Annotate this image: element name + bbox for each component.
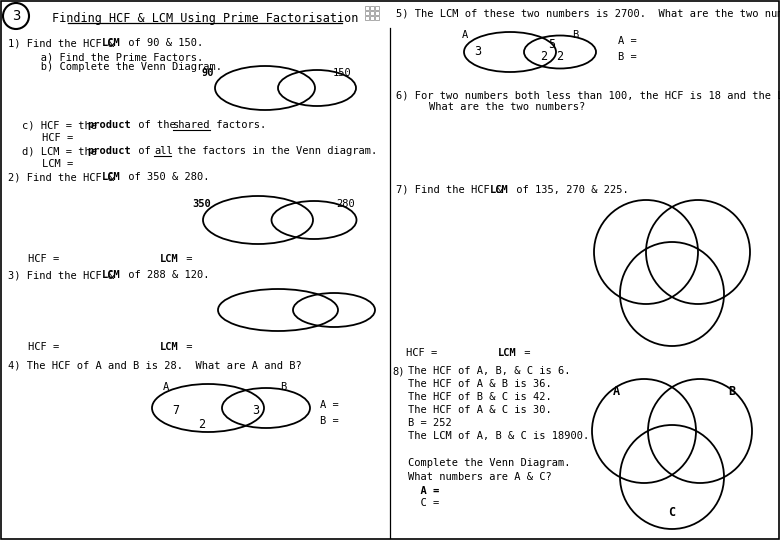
Bar: [365, 6, 369, 10]
Text: 3) Find the HCF &: 3) Find the HCF &: [8, 270, 120, 280]
Text: 3: 3: [12, 9, 20, 23]
Text: C =: C =: [408, 498, 439, 508]
Text: factors.: factors.: [210, 120, 266, 130]
Bar: [370, 16, 374, 20]
Text: of the: of the: [132, 120, 182, 130]
Text: What are the two numbers?: What are the two numbers?: [404, 102, 585, 112]
Bar: [375, 11, 379, 15]
Text: Finding HCF & LCM Using Prime Factorisation: Finding HCF & LCM Using Prime Factorisat…: [51, 12, 358, 25]
Text: shared: shared: [173, 120, 211, 130]
Text: A: A: [613, 385, 620, 398]
Text: of 90 & 150.: of 90 & 150.: [122, 38, 204, 48]
Text: B: B: [280, 382, 286, 392]
Text: Complete the Venn Diagram.: Complete the Venn Diagram.: [408, 458, 570, 468]
Text: 2: 2: [556, 50, 563, 63]
Text: LCM: LCM: [160, 254, 179, 264]
Text: =: =: [180, 254, 193, 264]
Text: C: C: [668, 506, 675, 519]
Text: a) Find the Prime Factors.: a) Find the Prime Factors.: [22, 52, 204, 62]
Text: LCM: LCM: [490, 185, 509, 195]
Text: b) Complete the Venn Diagram.: b) Complete the Venn Diagram.: [22, 62, 222, 72]
Text: LCM: LCM: [102, 172, 121, 182]
Text: 3: 3: [252, 404, 259, 417]
Text: B = 252: B = 252: [408, 418, 452, 428]
Text: 150: 150: [333, 68, 352, 78]
Text: B =: B =: [618, 52, 636, 62]
Text: 2) Find the HCF &: 2) Find the HCF &: [8, 172, 120, 182]
Text: 2: 2: [540, 50, 547, 63]
Text: of 288 & 120.: of 288 & 120.: [122, 270, 210, 280]
Text: B =: B =: [320, 416, 339, 426]
Text: product: product: [87, 146, 131, 156]
Text: HCF =: HCF =: [28, 254, 59, 264]
Bar: [370, 6, 374, 10]
Text: of: of: [132, 146, 157, 156]
Text: A =: A =: [408, 486, 439, 496]
Text: 1) Find the HCF &: 1) Find the HCF &: [8, 38, 120, 48]
Text: 350: 350: [192, 199, 211, 209]
Text: The HCF of A & C is 30.: The HCF of A & C is 30.: [408, 405, 551, 415]
Text: The HCF of B & C is 42.: The HCF of B & C is 42.: [408, 392, 551, 402]
Text: LCM: LCM: [102, 270, 121, 280]
Text: HCF =: HCF =: [406, 348, 438, 358]
Text: 280: 280: [336, 199, 355, 209]
Bar: [370, 11, 374, 15]
Text: the factors in the Venn diagram.: the factors in the Venn diagram.: [171, 146, 378, 156]
Text: A: A: [462, 30, 468, 40]
Text: 6) For two numbers both less than 100, the HCF is 18 and the LCM is 270.: 6) For two numbers both less than 100, t…: [396, 90, 780, 100]
Text: 7: 7: [172, 404, 179, 417]
Text: 7) Find the HCF &: 7) Find the HCF &: [396, 185, 509, 195]
Text: =: =: [180, 342, 193, 352]
Text: A =: A =: [618, 36, 636, 46]
Text: The HCF of A, B, & C is 6.: The HCF of A, B, & C is 6.: [408, 366, 570, 376]
Text: =: =: [518, 348, 530, 358]
Text: A =: A =: [320, 400, 339, 410]
Text: of 350 & 280.: of 350 & 280.: [122, 172, 210, 182]
Text: The HCF of A & B is 36.: The HCF of A & B is 36.: [408, 379, 551, 389]
Text: LCM: LCM: [102, 38, 121, 48]
Bar: [365, 16, 369, 20]
Bar: [375, 16, 379, 20]
Text: 90: 90: [202, 68, 215, 78]
Text: 8): 8): [392, 366, 405, 376]
Text: HCF =: HCF =: [28, 342, 59, 352]
Bar: [365, 11, 369, 15]
Text: LCM: LCM: [160, 342, 179, 352]
Text: 4) The HCF of A and B is 28.  What are A and B?: 4) The HCF of A and B is 28. What are A …: [8, 360, 302, 370]
Text: c) HCF = the: c) HCF = the: [22, 120, 103, 130]
Text: 3: 3: [474, 45, 481, 58]
Text: HCF =: HCF =: [42, 133, 73, 143]
Text: LCM: LCM: [498, 348, 516, 358]
Text: LCM =: LCM =: [42, 159, 73, 169]
Text: B: B: [572, 30, 578, 40]
Text: 2: 2: [198, 418, 205, 431]
Text: d) LCM = the: d) LCM = the: [22, 146, 103, 156]
Text: of 135, 270 & 225.: of 135, 270 & 225.: [510, 185, 629, 195]
Text: 5: 5: [548, 38, 555, 51]
Text: A: A: [163, 382, 169, 392]
Text: 5) The LCM of these two numbers is 2700.  What are the two numbers?: 5) The LCM of these two numbers is 2700.…: [396, 8, 780, 18]
Text: The LCM of A, B & C is 18900.: The LCM of A, B & C is 18900.: [408, 431, 589, 441]
Bar: [375, 6, 379, 10]
Text: all: all: [154, 146, 172, 156]
Text: What numbers are A & C?: What numbers are A & C?: [408, 472, 551, 482]
Text: B: B: [728, 385, 735, 398]
Text: product: product: [87, 120, 131, 130]
